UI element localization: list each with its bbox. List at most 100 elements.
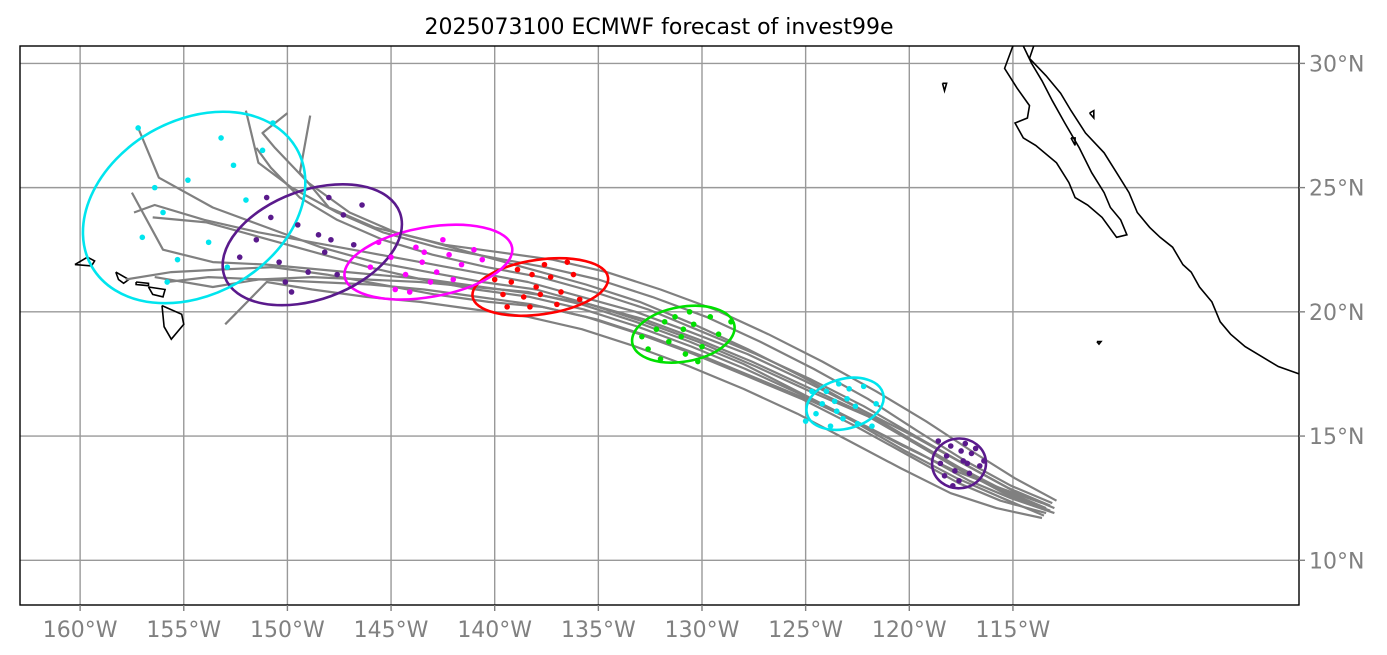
position-point-1-16 <box>831 398 838 405</box>
position-point-2-5 <box>707 314 714 320</box>
position-point-5-2 <box>276 259 282 265</box>
position-point-6-9 <box>270 120 276 126</box>
position-point-5-7 <box>268 214 274 221</box>
position-point-2-12 <box>728 318 734 325</box>
position-point-3-10 <box>514 266 521 273</box>
position-point-4-14 <box>406 289 413 295</box>
position-point-6-11 <box>224 264 231 270</box>
position-point-1-6 <box>860 383 867 390</box>
position-point-5-6 <box>305 269 311 275</box>
uncertainty-ellipses <box>81 110 988 490</box>
position-point-3-0 <box>533 284 539 290</box>
position-point-5-11 <box>288 289 295 295</box>
position-point-3-7 <box>554 301 560 308</box>
tick-label-lon-6: 130°W <box>665 618 740 643</box>
uncertainty-ellipse-5 <box>221 182 404 307</box>
position-point-2-7 <box>645 346 651 352</box>
position-point-4-5 <box>458 261 465 268</box>
position-point-1-12 <box>836 381 842 387</box>
position-point-4-9 <box>367 264 374 270</box>
tick-label-lat-1: 15°N <box>1309 425 1364 450</box>
position-point-6-5 <box>243 197 249 203</box>
position-point-4-10 <box>471 246 477 253</box>
position-point-5-8 <box>326 194 332 201</box>
position-point-2-6 <box>682 351 689 357</box>
position-point-1-11 <box>802 418 809 424</box>
position-point-0-0 <box>943 453 950 459</box>
position-point-6-0 <box>185 177 191 183</box>
position-point-1-4 <box>840 415 846 422</box>
coastline-10 <box>1070 137 1076 146</box>
ensemble-track-11 <box>154 276 1043 505</box>
position-point-4-6 <box>413 244 419 251</box>
position-point-3-4 <box>508 279 515 285</box>
ensemble-track-4 <box>224 280 1043 520</box>
position-point-6-8 <box>259 147 266 154</box>
position-point-3-13 <box>564 259 571 265</box>
position-point-6-13 <box>151 184 158 191</box>
position-point-0-16 <box>964 460 971 467</box>
position-point-4-0 <box>419 259 425 265</box>
position-point-5-9 <box>236 254 243 260</box>
position-point-0-3 <box>966 470 973 477</box>
position-point-4-7 <box>392 286 399 293</box>
position-point-2-10 <box>686 309 693 315</box>
position-point-1-2 <box>852 403 859 410</box>
map-frame <box>19 45 1300 606</box>
position-point-5-10 <box>334 271 340 278</box>
coastline-5 <box>147 286 167 298</box>
tick-label-lon-0: 160°W <box>43 618 118 643</box>
position-point-5-5 <box>350 241 357 248</box>
tick-label-lat-2: 20°N <box>1309 301 1364 326</box>
position-point-5-0 <box>294 222 301 228</box>
position-point-1-15 <box>809 388 815 395</box>
position-point-2-4 <box>653 326 660 333</box>
tick-label-lat-3: 25°N <box>1309 177 1364 202</box>
position-point-3-8 <box>500 291 506 298</box>
position-point-0-6 <box>956 477 962 484</box>
position-point-4-13 <box>479 256 486 263</box>
ensemble-track-10 <box>298 115 1047 510</box>
tick-label-lon-7: 125°W <box>768 618 843 643</box>
tick-label-lon-5: 135°W <box>561 618 636 643</box>
position-point-0-8 <box>976 463 983 469</box>
position-point-1-8 <box>846 386 852 392</box>
ensemble-positions <box>135 120 987 489</box>
coastline-3 <box>115 271 131 285</box>
position-point-6-6 <box>139 234 146 241</box>
position-point-0-1 <box>952 468 958 474</box>
coastline-1 <box>1003 45 1128 239</box>
position-point-0-5 <box>968 450 975 457</box>
position-point-3-6 <box>527 304 533 310</box>
coastline-6 <box>161 304 185 341</box>
position-point-3-11 <box>541 261 548 268</box>
position-point-2-9 <box>715 331 722 337</box>
uncertainty-ellipse-1 <box>805 376 885 432</box>
position-point-4-11 <box>427 279 434 285</box>
position-point-4-2 <box>402 271 409 278</box>
tick-label-lon-8: 120°W <box>872 618 947 643</box>
position-point-5-13 <box>263 194 270 201</box>
position-point-1-5 <box>813 410 819 417</box>
position-point-1-10 <box>873 400 879 407</box>
position-point-6-2 <box>160 209 166 216</box>
position-point-1-13 <box>854 420 861 427</box>
position-point-5-4 <box>253 236 260 243</box>
position-point-0-2 <box>960 458 966 464</box>
position-point-2-14 <box>695 358 701 365</box>
coastline-0 <box>1028 45 1300 375</box>
position-point-2-0 <box>678 333 685 340</box>
ensemble-track-6 <box>130 192 1049 512</box>
position-point-1-9 <box>819 400 826 407</box>
position-point-5-3 <box>340 212 347 218</box>
ensemble-tracks <box>125 110 1058 520</box>
position-point-6-3 <box>230 162 237 169</box>
position-point-0-15 <box>981 458 987 464</box>
position-point-5-15 <box>282 279 289 285</box>
position-point-5-12 <box>359 202 365 208</box>
position-point-2-1 <box>690 321 697 328</box>
tick-label-lat-0: 10°N <box>1309 549 1364 574</box>
position-point-3-12 <box>491 276 498 283</box>
coastline-2 <box>74 256 96 267</box>
tick-label-lon-4: 140°W <box>457 618 532 643</box>
